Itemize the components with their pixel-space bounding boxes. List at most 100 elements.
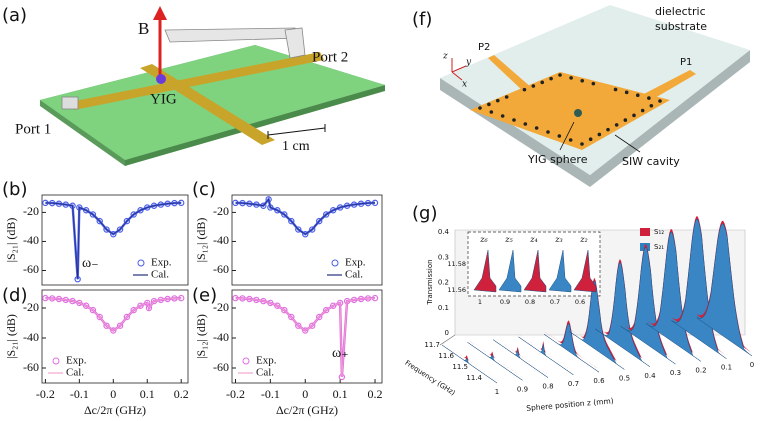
exp-point	[316, 313, 323, 321]
via	[623, 118, 628, 122]
panel-label: (g)	[412, 203, 437, 224]
slice	[671, 219, 727, 359]
label-p2: P2	[478, 42, 490, 53]
y-axis-label: |S₁₂| (dB)	[194, 218, 208, 263]
x-axis-label: Δc/2π (GHz)	[84, 403, 146, 417]
x-tick-label: 0	[302, 387, 308, 401]
y-tick-label: -20	[23, 300, 39, 314]
slice	[518, 336, 574, 376]
axis-z: z	[442, 52, 448, 62]
via	[597, 132, 602, 137]
slice	[645, 231, 702, 362]
inset-slice	[548, 249, 572, 293]
x-tick-label: -0.1	[261, 387, 280, 401]
exp-point	[89, 211, 97, 218]
y-tick-label: -40	[23, 233, 39, 247]
slice	[620, 246, 676, 365]
slice	[543, 322, 600, 373]
exp-point	[322, 306, 330, 314]
plot-frame	[231, 289, 383, 384]
inset-slice	[473, 249, 497, 293]
via	[478, 106, 482, 110]
label-p1: P1	[680, 57, 692, 68]
slice	[492, 339, 549, 378]
exp-point	[96, 217, 103, 225]
exp-point	[103, 226, 110, 233]
g-text: 11.56	[447, 286, 466, 294]
x-tick-label: -0.2	[36, 387, 55, 401]
g-text: 0.5	[619, 375, 630, 383]
x-tick-label: 0.1	[140, 387, 155, 401]
slice-red	[518, 333, 574, 372]
x-tick-label: 0.1	[333, 387, 348, 401]
legend-marker	[137, 259, 145, 267]
exp-point	[110, 327, 117, 334]
via	[523, 122, 528, 126]
exp-point	[116, 226, 124, 233]
g-text: 0.2	[695, 366, 706, 374]
slice	[441, 344, 498, 384]
cal-line-core	[235, 297, 376, 378]
y-tick-label: -20	[213, 204, 229, 218]
exp-point	[116, 322, 124, 329]
via	[512, 118, 516, 122]
exp-point	[130, 306, 137, 314]
panel-label: (e)	[192, 285, 217, 306]
g-text: 0.9	[500, 298, 510, 306]
axis-y: y	[465, 58, 472, 68]
via	[531, 84, 536, 88]
g-text: 0	[750, 361, 754, 369]
device-f	[440, 5, 750, 187]
inset-slice	[523, 249, 547, 293]
via	[500, 114, 505, 118]
exp-point	[288, 313, 295, 321]
y-tick-label: -40	[213, 330, 229, 344]
g-text: Sphere position z (mm)	[526, 396, 614, 413]
slice	[594, 261, 651, 368]
y-tick-label: -40	[213, 233, 229, 247]
g-text: 11.4	[466, 374, 482, 382]
exp-point	[309, 226, 316, 233]
g-text: z₃	[554, 235, 562, 244]
inset-slice	[498, 249, 522, 293]
x-axis-label: Δc/2π (GHz)	[276, 403, 338, 417]
label-substrate: dielectric	[655, 5, 706, 18]
legend-label: Exp.	[66, 355, 87, 367]
g-text: 0.3	[438, 253, 449, 261]
cal-line-core	[45, 297, 182, 331]
g-text: S₁₂	[654, 228, 664, 236]
exp-point	[309, 322, 316, 329]
device-a	[40, 6, 385, 166]
plot-frame	[41, 194, 189, 286]
via	[580, 78, 585, 83]
g-text: 11.7	[424, 341, 440, 349]
g-text: 1	[495, 388, 499, 396]
g-text: 11.58	[447, 260, 466, 268]
slice-red	[467, 339, 523, 378]
legend-label: Cal.	[66, 367, 84, 379]
via	[647, 96, 651, 100]
annotation: ω₊	[332, 346, 349, 361]
exp-point	[110, 230, 117, 238]
legend-marker	[242, 357, 250, 365]
via	[568, 138, 573, 142]
slice	[696, 223, 753, 357]
x-tick-label: 0.2	[368, 387, 383, 401]
g-text: 0.9	[517, 385, 528, 393]
exp-point	[130, 211, 137, 218]
via	[606, 127, 610, 132]
via	[640, 108, 645, 113]
g-text: z₂	[579, 235, 587, 244]
exp-point	[295, 226, 302, 233]
y-tick-label: -60	[23, 262, 39, 276]
exp-point	[316, 217, 323, 225]
plot-frame	[41, 289, 189, 384]
y-tick-label: -20	[23, 204, 39, 218]
label-scale: 1 cm	[282, 139, 310, 154]
via	[557, 134, 562, 138]
x-tick-label: 0.2	[174, 387, 189, 401]
y-tick-label: -60	[23, 360, 39, 374]
label-substrate: substrate	[655, 20, 707, 33]
via	[658, 99, 662, 103]
g-text: 11.5	[452, 363, 468, 371]
